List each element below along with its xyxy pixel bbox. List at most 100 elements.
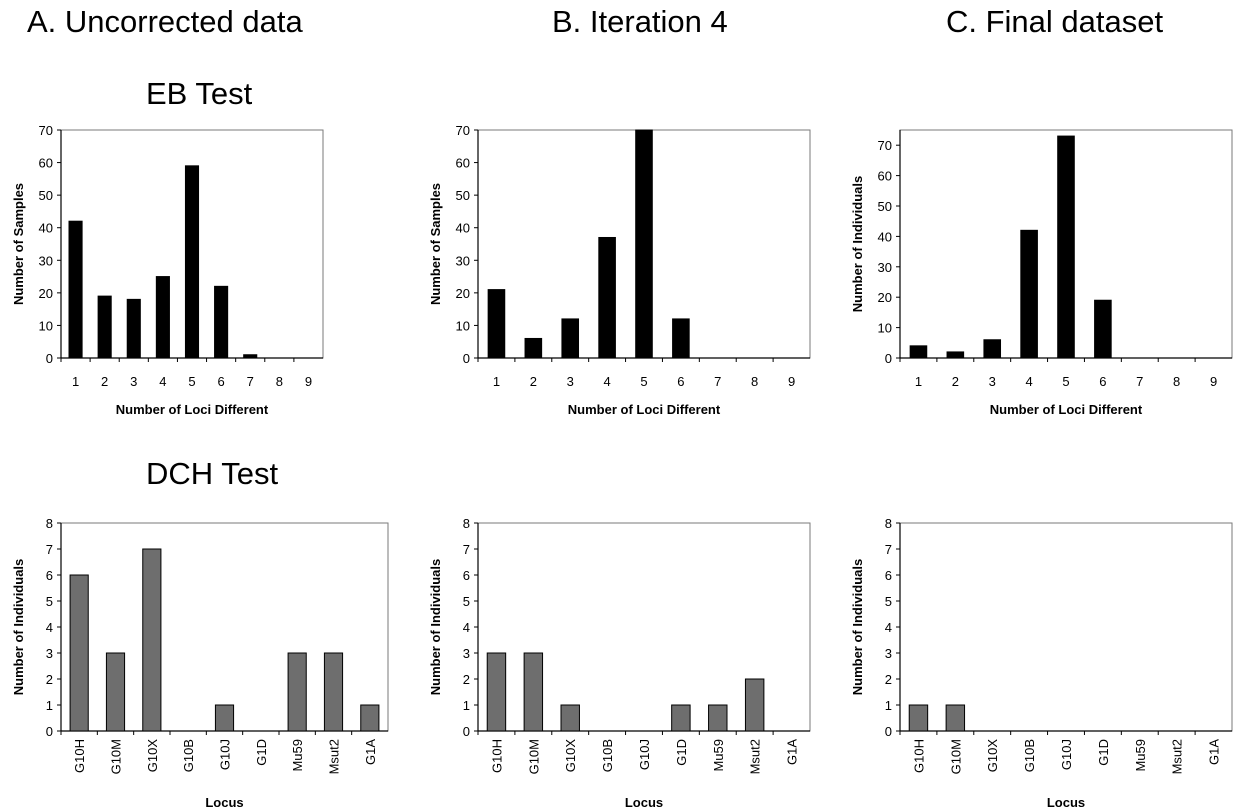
x-tick-label: 3 [567, 374, 574, 389]
x-tick-label: 4 [1025, 374, 1032, 389]
y-tick-label: 60 [456, 156, 470, 171]
bar [155, 276, 170, 359]
bar [523, 652, 544, 732]
bar [487, 289, 506, 359]
y-tick-label: 0 [46, 724, 53, 739]
bar [671, 704, 691, 732]
x-tick-label: G1A [1207, 739, 1222, 765]
chart-panel-4: 0 1 2 3 4 5 6 7 8 G10H G10M G10X G10B G10J G1D Mu59 Msut… [11, 516, 389, 810]
row-title-eb: EB Test [146, 76, 253, 111]
x-tick-label: 2 [952, 374, 959, 389]
y-axis-title: Number of Samples [11, 183, 26, 305]
y-tick-label: 50 [456, 188, 470, 203]
x-tick-label: G10X [145, 739, 160, 773]
x-tick-label: 3 [130, 374, 137, 389]
x-tick-label: G10J [637, 739, 652, 770]
y-tick-label: 7 [46, 542, 53, 557]
x-tick-label: 8 [276, 374, 283, 389]
bar [945, 704, 966, 732]
bar [97, 295, 112, 359]
row-title-dch: DCH Test [146, 456, 278, 491]
y-axis-title: Number of Samples [428, 183, 443, 305]
x-tick-label: G1D [254, 739, 269, 766]
y-tick-label: 8 [463, 516, 470, 531]
y-tick-label: 0 [463, 724, 470, 739]
bar [323, 652, 344, 732]
bar [105, 652, 126, 732]
x-axis-title: Number of Loci Different [568, 402, 721, 417]
bar [1094, 299, 1112, 359]
y-tick-label: 5 [46, 594, 53, 609]
y-axis-title: Number of Individuals [11, 559, 26, 696]
x-tick-label: 5 [188, 374, 195, 389]
y-tick-label: 5 [885, 594, 892, 609]
y-tick-label: 3 [46, 646, 53, 661]
x-tick-label: 7 [714, 374, 721, 389]
bar [486, 652, 507, 732]
chart-panel-6: 0 1 2 3 4 5 6 7 8 G10H G10M G10X G10B G10J G1D Mu59 Msut… [850, 516, 1233, 810]
x-tick-label: 1 [915, 374, 922, 389]
y-tick-label: 7 [885, 542, 892, 557]
bar [126, 298, 141, 359]
x-tick-label: G10M [109, 739, 124, 774]
y-tick-label: 70 [456, 123, 470, 138]
x-tick-label: 3 [989, 374, 996, 389]
x-tick-label: Mu59 [711, 739, 726, 772]
y-tick-label: 0 [463, 351, 470, 366]
x-tick-label: 6 [1099, 374, 1106, 389]
y-tick-label: 50 [878, 199, 892, 214]
y-tick-label: 10 [456, 318, 470, 333]
y-tick-label: 0 [885, 351, 892, 366]
bar [360, 704, 380, 732]
x-tick-label: G10H [72, 739, 87, 773]
x-tick-label: G1D [1096, 739, 1111, 766]
x-tick-label: 1 [493, 374, 500, 389]
y-tick-label: 1 [463, 698, 470, 713]
y-tick-label: 6 [885, 568, 892, 583]
bar [524, 337, 543, 359]
y-tick-label: 8 [46, 516, 53, 531]
bar [214, 285, 229, 359]
x-tick-label: G10B [1022, 739, 1037, 772]
y-tick-label: 10 [39, 318, 53, 333]
bar [142, 548, 162, 732]
x-tick-label: 5 [1062, 374, 1069, 389]
y-tick-label: 40 [878, 229, 892, 244]
x-tick-label: G10X [985, 739, 1000, 773]
y-tick-label: 2 [885, 672, 892, 687]
x-tick-label: G1A [785, 739, 800, 765]
x-tick-label: G10J [1059, 739, 1074, 770]
x-tick-label: 7 [247, 374, 254, 389]
chart-panel-3: 0 10 20 30 40 50 60 70 1 2 3 4 5 6 7 8 9 Number of Loci D… [850, 129, 1233, 417]
x-tick-label: 8 [751, 374, 758, 389]
bar [214, 704, 235, 732]
y-tick-label: 6 [463, 568, 470, 583]
bar [908, 704, 929, 732]
x-tick-label: G10H [911, 739, 926, 773]
bar [744, 678, 765, 732]
x-tick-label: 2 [101, 374, 108, 389]
x-tick-label: 9 [788, 374, 795, 389]
bar [561, 318, 580, 359]
y-tick-label: 6 [46, 568, 53, 583]
y-tick-label: 40 [39, 221, 53, 236]
y-tick-label: 50 [39, 188, 53, 203]
y-axis-title: Number of Individuals [850, 559, 865, 696]
column-title-b: B. Iteration 4 [552, 4, 728, 39]
chart-panel-5: 0 1 2 3 4 5 6 7 8 G10H G10M G10X G10B G10J G1D Mu59 Msut… [428, 516, 811, 810]
bar [635, 129, 653, 359]
x-tick-label: G10M [526, 739, 541, 774]
x-tick-label: G1A [363, 739, 378, 765]
bar [560, 704, 580, 732]
y-tick-label: 70 [39, 123, 53, 138]
y-tick-label: 30 [456, 253, 470, 268]
y-tick-label: 1 [885, 698, 892, 713]
y-tick-label: 4 [463, 620, 470, 635]
y-tick-label: 0 [885, 724, 892, 739]
y-tick-label: 30 [39, 253, 53, 268]
y-tick-label: 20 [878, 290, 892, 305]
y-tick-label: 2 [46, 672, 53, 687]
x-tick-label: G1D [674, 739, 689, 766]
